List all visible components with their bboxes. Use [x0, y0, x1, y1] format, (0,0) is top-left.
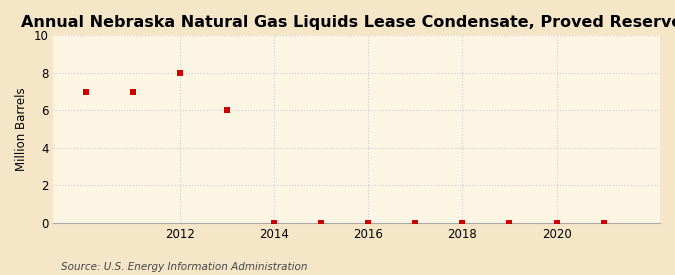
Point — [410, 220, 421, 225]
Point — [175, 71, 186, 75]
Point — [363, 220, 374, 225]
Title: Annual Nebraska Natural Gas Liquids Lease Condensate, Proved Reserves: Annual Nebraska Natural Gas Liquids Leas… — [22, 15, 675, 30]
Point — [551, 220, 562, 225]
Point — [81, 89, 92, 94]
Point — [269, 220, 279, 225]
Y-axis label: Million Barrels: Million Barrels — [15, 87, 28, 171]
Point — [457, 220, 468, 225]
Point — [222, 108, 233, 112]
Point — [598, 220, 609, 225]
Point — [316, 220, 327, 225]
Text: Source: U.S. Energy Information Administration: Source: U.S. Energy Information Administ… — [61, 262, 307, 272]
Point — [128, 89, 138, 94]
Point — [504, 220, 515, 225]
